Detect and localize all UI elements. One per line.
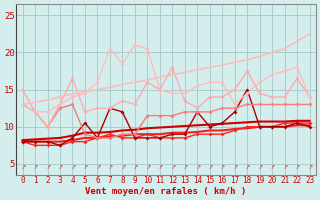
Text: ↑: ↑	[244, 164, 251, 171]
Text: ↑: ↑	[206, 164, 213, 171]
Text: ↑: ↑	[106, 164, 113, 171]
Text: ↑: ↑	[306, 164, 313, 171]
Text: ↑: ↑	[94, 164, 101, 171]
Text: ↑: ↑	[144, 164, 151, 171]
Text: ↑: ↑	[169, 164, 176, 171]
Text: ↑: ↑	[69, 164, 76, 171]
Text: ↑: ↑	[56, 164, 63, 171]
Text: ↑: ↑	[131, 164, 138, 171]
Text: ↑: ↑	[231, 164, 238, 171]
Text: ↑: ↑	[219, 164, 226, 171]
Text: ↑: ↑	[119, 164, 126, 171]
Text: ↑: ↑	[181, 164, 188, 171]
Text: ↑: ↑	[156, 164, 163, 171]
Text: ↑: ↑	[281, 164, 288, 171]
Text: ↑: ↑	[194, 164, 201, 171]
Text: ↑: ↑	[81, 164, 88, 171]
Text: ↑: ↑	[19, 164, 26, 171]
Text: ↑: ↑	[44, 164, 51, 171]
Text: ↑: ↑	[268, 164, 276, 171]
Text: ↑: ↑	[293, 164, 300, 171]
X-axis label: Vent moyen/en rafales ( km/h ): Vent moyen/en rafales ( km/h )	[85, 187, 247, 196]
Text: ↑: ↑	[256, 164, 263, 171]
Text: ↑: ↑	[31, 164, 38, 171]
